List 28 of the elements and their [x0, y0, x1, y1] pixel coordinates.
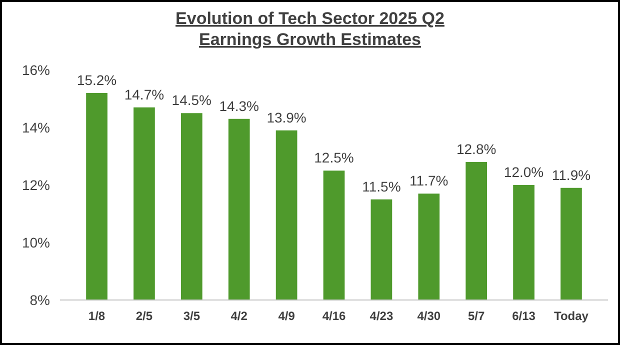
x-tick-label: 4/30 [417, 309, 441, 323]
data-label: 13.9% [266, 109, 306, 126]
x-tick-label: 2/5 [136, 309, 153, 323]
chart-title: Evolution of Tech Sector 2025 Q2 Earnings Growth Estimates [176, 9, 444, 49]
x-tick-label: 4/16 [322, 309, 346, 323]
x-tick-label: Today [554, 309, 589, 323]
data-label: 11.7% [410, 172, 448, 189]
data-label: 12.5% [314, 150, 354, 166]
x-tick-label: 3/5 [183, 309, 200, 323]
y-tick-label: 14% [22, 119, 50, 136]
data-label: 12.0% [504, 164, 544, 180]
data-label: 14.3% [219, 98, 259, 114]
data-label: 14.5% [172, 92, 212, 108]
x-tick-label: 4/23 [370, 309, 394, 323]
x-tick-label: 6/13 [512, 309, 536, 323]
x-tick-label: 5/7 [468, 309, 485, 323]
data-label: 14.7% [124, 86, 164, 102]
y-tick-label: 10% [22, 234, 50, 250]
y-tick-label: 16% [22, 62, 50, 78]
x-tick-label: 1/8 [88, 309, 106, 323]
y-tick-label: 12% [22, 176, 50, 193]
data-label: 11.9% [552, 166, 591, 183]
data-label: 15.2% [76, 72, 117, 88]
x-tick-label: 4/2 [230, 309, 248, 323]
x-tick-label: 4/9 [278, 309, 296, 323]
data-label: 11.5% [362, 178, 401, 194]
data-label: 12.8% [456, 141, 496, 157]
y-tick-label: 8% [30, 292, 50, 308]
